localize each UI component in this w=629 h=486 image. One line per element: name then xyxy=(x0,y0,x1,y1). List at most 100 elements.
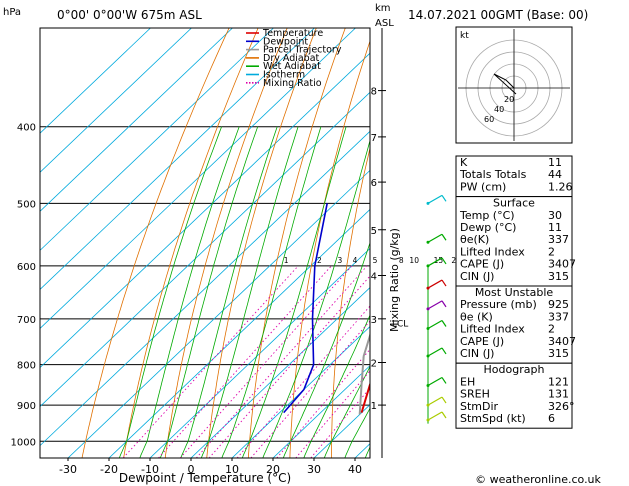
most-unstable-value: 3407 xyxy=(548,335,576,348)
most-unstable-value: 2 xyxy=(548,323,555,336)
indices-value: 44 xyxy=(548,168,562,181)
wind-barb-flag xyxy=(441,279,447,287)
most-unstable-box xyxy=(455,285,573,364)
lcl-label: LCL xyxy=(392,320,408,330)
dry-adiabat-line xyxy=(123,28,259,458)
dry-adiabat-line xyxy=(372,28,432,458)
hodograph-stats-box xyxy=(455,362,573,429)
wind-barb-flag xyxy=(441,320,447,327)
km-tick-label: 2 xyxy=(371,359,377,370)
mixing-ratio-line xyxy=(122,265,299,458)
surface-value: 11 xyxy=(548,221,562,234)
wet-adiabat-line xyxy=(262,139,370,458)
pressure-tick-label: 900 xyxy=(17,401,36,412)
surface-label: θe(K) xyxy=(460,233,489,246)
wet-adiabat-line xyxy=(221,126,322,458)
dry-adiabat-line xyxy=(412,28,462,458)
mixing-ratio-line xyxy=(310,387,370,458)
wind-barb xyxy=(427,411,443,421)
most-unstable-value: 925 xyxy=(548,298,569,311)
legend-label: Dry Adiabat xyxy=(263,53,320,64)
legend-label: Mixing Ratio xyxy=(263,78,322,89)
surface-label: CAPE (J) xyxy=(460,258,504,271)
hpa-label: hPa xyxy=(3,7,21,18)
legend-label: Dewpoint xyxy=(263,36,308,47)
indices-label: Totals Totals xyxy=(459,168,527,181)
indices-label: K xyxy=(460,156,468,169)
wind-barb-dot xyxy=(426,201,430,205)
isotherm-line xyxy=(40,28,315,290)
mixing-ratio-axis-title: Mixing Ratio (g/kg) xyxy=(388,228,401,332)
hodograph-stats-label: EH xyxy=(460,375,475,388)
profiles xyxy=(283,203,370,415)
most-unstable-label: θe (K) xyxy=(460,310,493,323)
km-tick-label: 7 xyxy=(371,133,377,144)
legend-label: Temperature xyxy=(262,28,323,39)
wind-barb-flag xyxy=(441,347,447,355)
km-tick-label: 4 xyxy=(371,272,377,283)
surface-label: Temp (°C) xyxy=(459,209,515,222)
station-location: 0°00' 0°00'W 675m ASL xyxy=(57,8,202,22)
x-tick-label: -10 xyxy=(141,463,159,476)
isotherm-line xyxy=(67,169,370,458)
surface-label: Lifted Index xyxy=(460,245,525,258)
wind-barb-dot xyxy=(426,240,430,244)
indices-value: 1.26 xyxy=(548,180,573,193)
surface-box xyxy=(455,196,573,287)
most-unstable-label: CIN (J) xyxy=(460,347,494,360)
pressure-tick-label: 700 xyxy=(17,315,36,326)
indices-value: 11 xyxy=(548,156,562,169)
legend-label: Wet Adiabat xyxy=(263,61,321,72)
isotherm-line xyxy=(190,286,370,458)
dry-adiabat-line xyxy=(289,39,370,458)
surface-label: CIN (J) xyxy=(460,270,494,283)
wet-adiabat-line xyxy=(200,126,299,458)
wet-adiabat-line xyxy=(303,314,370,458)
mixing-ratio-label: 4 xyxy=(353,256,358,265)
wind-barb-flag xyxy=(441,195,447,202)
plot-frame xyxy=(39,27,371,459)
pressure-tick-label: 600 xyxy=(17,262,36,273)
x-tick-label: 0 xyxy=(188,463,195,476)
surface-value: 337 xyxy=(548,233,569,246)
wind-barbs xyxy=(426,194,447,424)
km-scale: 8 7 6 5 4 3 2 1 LCL xyxy=(371,28,408,458)
wind-barb xyxy=(427,376,443,386)
x-axis-title: Dewpoint / Temperature (°C) xyxy=(119,471,291,485)
mixing-ratio-label: 10 xyxy=(409,256,419,265)
pressure-tick-label: 800 xyxy=(17,361,36,372)
surface-title: Surface xyxy=(493,197,535,210)
wet-adiabat-line xyxy=(241,126,347,458)
wind-barb-dot xyxy=(426,354,430,358)
km-tick-label: 8 xyxy=(371,87,377,98)
wind-barb-flag xyxy=(441,377,447,384)
km-tick-label: 6 xyxy=(371,178,377,189)
isotherm-line xyxy=(40,130,370,447)
copyright-footer: © weatheronline.co.uk xyxy=(475,473,601,486)
isotherm-line xyxy=(231,326,370,458)
hodograph-stats-label: StmDir xyxy=(460,400,499,413)
x-tick-label: 10 xyxy=(225,463,239,476)
legend-label: Isotherm xyxy=(263,70,305,81)
isotherm-line xyxy=(40,52,370,369)
hodograph-unit-label: kt xyxy=(460,31,469,41)
wind-barb xyxy=(427,396,443,406)
hodograph-stats-value: 131 xyxy=(548,388,569,401)
most-unstable-label: CAPE (J) xyxy=(460,335,504,348)
isotherm-line xyxy=(272,365,370,458)
x-tick-label: -20 xyxy=(100,463,118,476)
wet-adiabat-line xyxy=(344,407,370,458)
hodograph-ring-label: 40 xyxy=(494,105,504,114)
hodograph-ring-label: 20 xyxy=(504,95,514,104)
isotherm-line xyxy=(40,28,233,212)
wind-barb-dot xyxy=(426,264,430,268)
dry-adiabat-line xyxy=(593,28,622,458)
wind-barb-dot xyxy=(426,403,430,407)
dewpoint-line xyxy=(283,203,328,414)
surface-value: 3407 xyxy=(548,258,576,271)
hodograph-ring-label: 60 xyxy=(484,115,494,124)
wet-adiabat-line xyxy=(118,126,222,458)
parcel-trajectory-line xyxy=(358,332,370,415)
